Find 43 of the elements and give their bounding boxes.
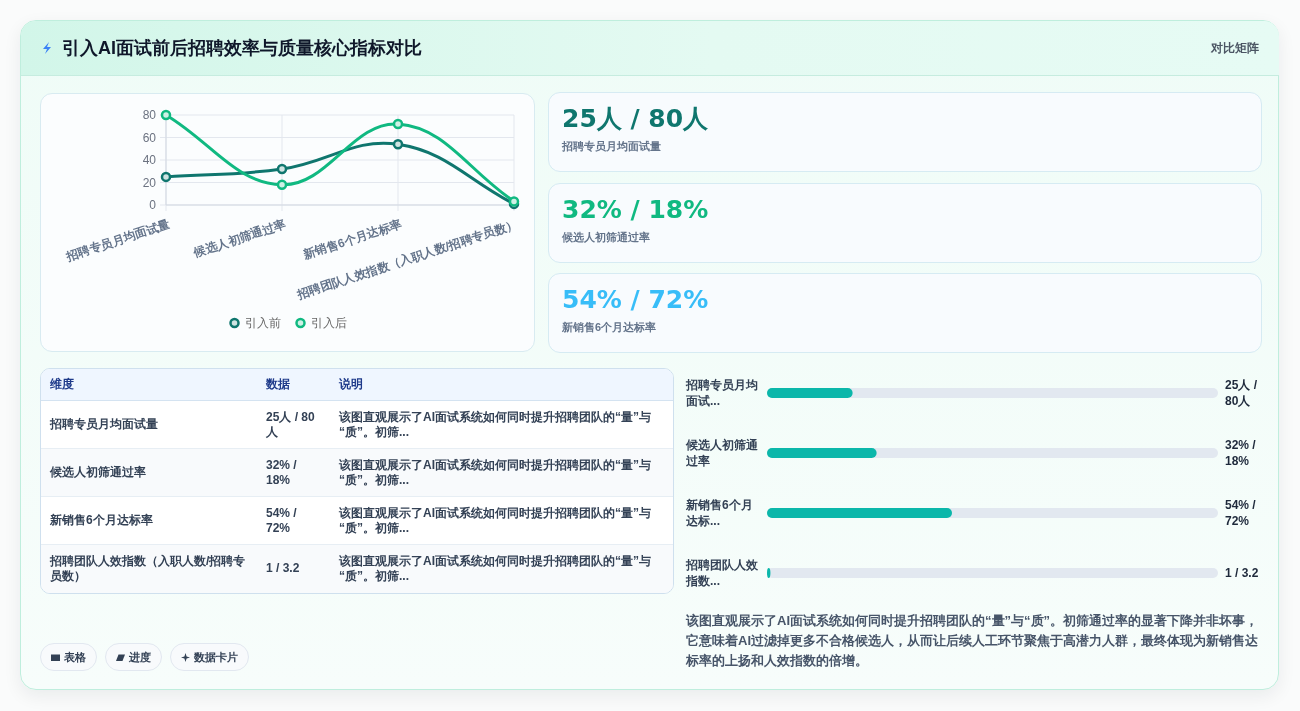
text: 对比矩阵 (1211, 40, 1259, 56)
y-tick-label: 新销售6个月达标... (686, 497, 754, 529)
text: 进度 (129, 650, 151, 664)
data-label: 54% / 72% (1225, 497, 1257, 529)
text: 说明 (339, 377, 363, 392)
text: 54% / 72% (562, 285, 709, 315)
text: 1 / 3.2 (266, 561, 300, 576)
x-tick-label: 招聘专员月均面试量 (63, 216, 172, 264)
y-tick-label: 80 (142, 108, 157, 122)
text: 新销售6个月达标率 (50, 513, 153, 528)
y-tick-label: 候选人初筛通过率 (686, 437, 759, 469)
text: 新销售6个月达标率 (562, 320, 657, 334)
text: 招聘专员月均面试量 (50, 417, 158, 432)
legend-label: 引入前 (244, 316, 281, 330)
text: 32% / 18% (562, 194, 709, 225)
text: 维度 (50, 377, 74, 392)
text: 54% / 72% (266, 505, 298, 536)
data-label: 25人 / 80人 (1225, 377, 1258, 409)
text: 数据卡片 (194, 650, 238, 664)
text: 该图直观展示了AI面试系统如何同时提升招聘团队的“量”与“质”。初筛... (339, 505, 652, 536)
data-label: 32% / 18% (1225, 437, 1257, 469)
y-tick-label: 招聘专员月均面试... (686, 377, 759, 409)
text: 32% / 18% (266, 457, 298, 488)
x-tick-label: 候选人初筛通过率 (191, 216, 288, 261)
text: 该图直观展示了AI面试系统如何同时提升招聘团队的“量”与“质”。初筛... (339, 553, 652, 584)
text: 表格 (64, 650, 86, 664)
text: 该图直观展示了AI面试系统如何同时提升招聘团队的“量”与“质”。初筛... (339, 409, 652, 440)
text: 候选人初筛通过率 (50, 465, 146, 480)
y-tick-label: 60 (142, 130, 157, 145)
text: 25人 / 80人 (266, 409, 316, 440)
text: 数据 (266, 377, 290, 392)
data-label: 1 / 3.2 (1225, 565, 1259, 581)
text: 招聘团队人效指数（入职人数/招聘专员数） (50, 553, 247, 584)
text: 招聘专员月均面试量 (562, 139, 661, 153)
text: 该图直观展示了AI面试系统如何同时提升招聘团队的“量”与“质”。初筛... (339, 457, 652, 488)
y-tick-label: 0 (149, 198, 157, 212)
y-tick-label: 40 (142, 153, 157, 167)
y-tick-label: 招聘团队人效指数... (686, 557, 759, 589)
text: 该图直观展示了AI面试系统如何同时提升招聘团队的“量”与“质”。初筛通过率的显著下降并非坏事，它意味着AI过滤掉更多不合格候选人，从而让后续人工环节聚焦于高潜力人群，最终体现为新销售达标率的上扬和人效指数的倍增。 (686, 612, 1259, 670)
text: 引入AI面试前后招聘效率与质量核心指标对比 (62, 37, 422, 59)
text: 25人 / 80人 (562, 104, 709, 134)
legend-label: 引入后 (310, 316, 347, 330)
y-tick-label: 20 (142, 175, 157, 190)
